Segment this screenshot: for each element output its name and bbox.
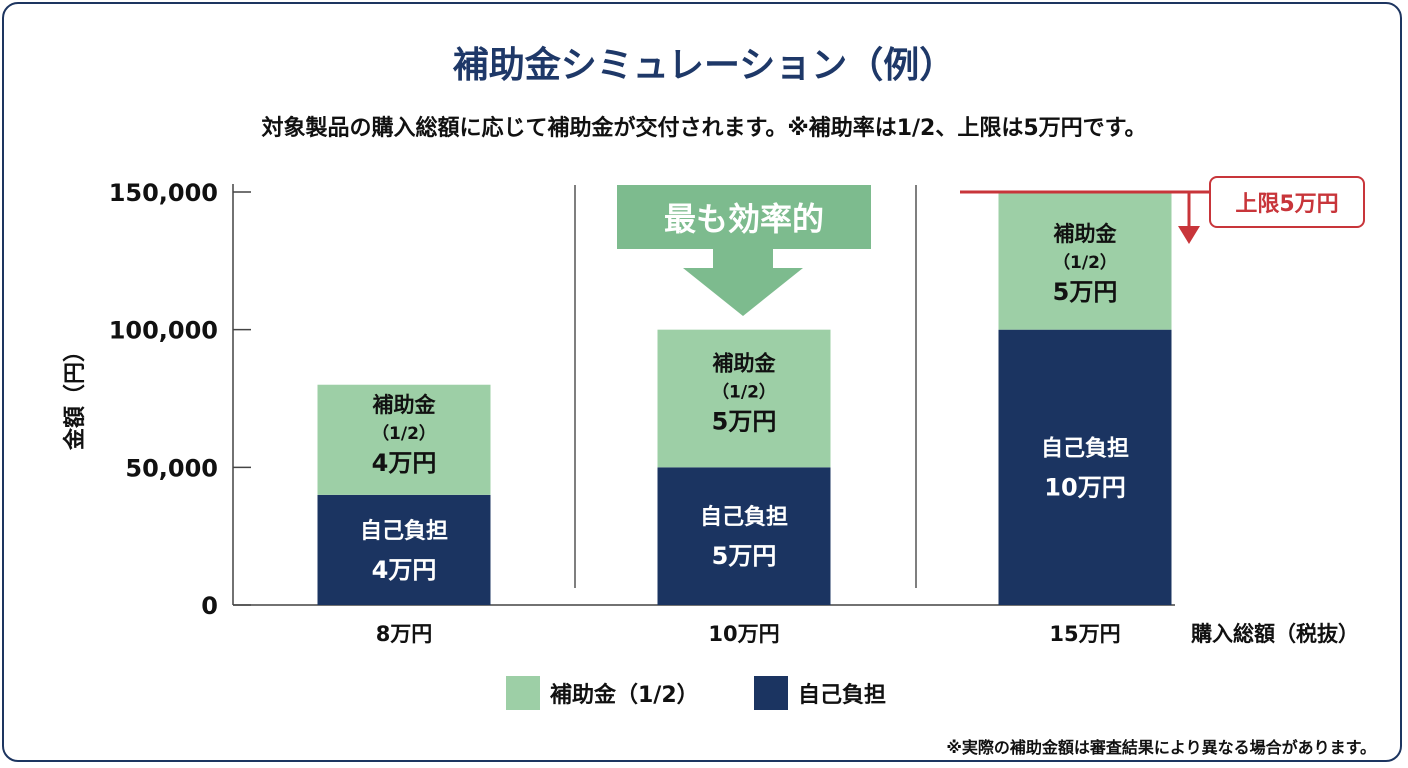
bar-label: 補助金 — [1053, 222, 1118, 246]
bar-value-label: 4万円 — [372, 449, 437, 477]
bar-value-label: 10万円 — [1044, 473, 1125, 501]
cap-arrow-down-icon — [1178, 226, 1200, 244]
bar-subsidy — [998, 192, 1172, 330]
highlight-banner — [617, 185, 871, 249]
footnote: ※実際の補助金額は審査結果により異なる場合があります。 — [946, 738, 1376, 757]
bar-self-pay — [317, 494, 491, 605]
x-tick-label: 10万円 — [708, 622, 779, 646]
bar-label: 補助金 — [372, 393, 437, 417]
cap-label-box — [1209, 176, 1365, 228]
legend-swatch — [754, 676, 788, 710]
bar-ratio-label: （1/2） — [712, 382, 776, 403]
bar-value-label: 5万円 — [712, 542, 777, 570]
page-subtitle: 対象製品の購入総額に応じて補助金が交付されます。※補助率は1/2、上限は5万円で… — [261, 116, 1147, 141]
highlight-label: 最も効率的 — [664, 200, 824, 238]
bar-subsidy — [317, 384, 491, 495]
bar-label: 補助金 — [712, 352, 777, 376]
y-tick-label: 50,000 — [125, 454, 218, 482]
y-axis-label: 金額（円） — [62, 340, 88, 451]
x-tick-label: 15万円 — [1049, 622, 1120, 646]
bar-value-label: 4万円 — [372, 556, 437, 584]
bar-self-pay — [657, 467, 831, 605]
x-axis-label: 購入総額（税抜） — [1190, 622, 1359, 646]
bar-self-pay — [998, 329, 1172, 605]
x-tick-label: 8万円 — [376, 622, 433, 646]
y-tick-label: 150,000 — [109, 179, 218, 207]
y-tick-label: 100,000 — [109, 317, 218, 345]
cap-label: 上限5万円 — [1235, 192, 1338, 217]
highlight-arrow-icon — [683, 249, 803, 316]
bar-ratio-label: （1/2） — [372, 423, 436, 444]
bar-label: 自己負担 — [360, 518, 448, 544]
legend-label: 自己負担 — [798, 682, 886, 708]
legend-label: 補助金（1/2） — [549, 682, 699, 708]
bar-label: 自己負担 — [1041, 435, 1129, 461]
bar-subsidy — [657, 329, 831, 468]
bar-ratio-label: （1/2） — [1053, 252, 1117, 273]
bar-value-label: 5万円 — [1053, 278, 1118, 306]
page-title: 補助金シミュレーション（例） — [452, 45, 956, 86]
legend-swatch — [506, 676, 540, 710]
bar-value-label: 5万円 — [712, 408, 777, 436]
y-tick-label: 0 — [201, 592, 218, 620]
bar-label: 自己負担 — [700, 504, 788, 530]
